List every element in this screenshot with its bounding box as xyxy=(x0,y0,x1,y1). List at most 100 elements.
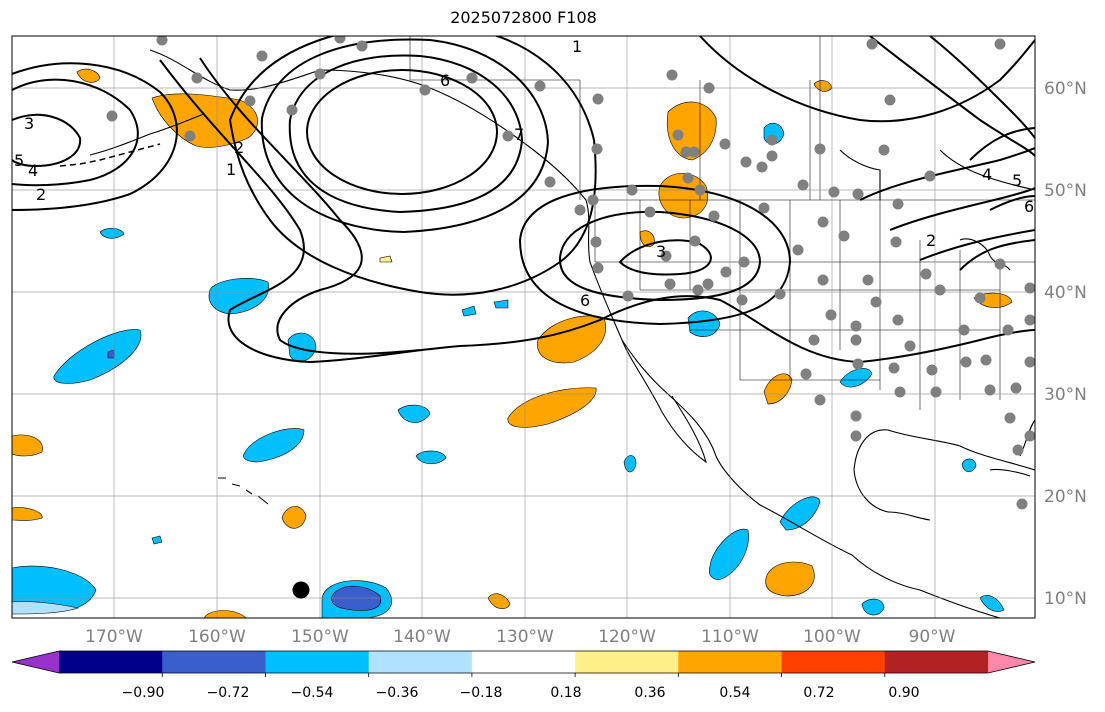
contour-north-canada-2 xyxy=(929,36,1035,139)
colorbar-tick-label: −0.90 xyxy=(122,685,165,701)
positive-anomaly-south-pacific xyxy=(487,593,511,610)
lon-tick-labels: 170°W 160°W 150°W 140°W 130°W 120°W 110°… xyxy=(85,627,956,647)
colorbar-tick-label: −0.36 xyxy=(376,685,419,701)
contour-west-low-2 xyxy=(12,113,82,168)
lat-tick-label: 50°N xyxy=(1044,181,1087,201)
lon-tick-label: 130°W xyxy=(496,627,554,647)
contour-label: 1 xyxy=(572,37,582,56)
lat-tick-label: 60°N xyxy=(1044,79,1087,99)
contour-label: 5 xyxy=(14,151,24,170)
coastline-canada-east xyxy=(939,149,1035,191)
colorbar-segment xyxy=(162,651,266,673)
lon-tick-label: 120°W xyxy=(598,627,656,647)
contour-label: 2 xyxy=(926,231,936,250)
contour-label: 4 xyxy=(982,165,992,184)
shaded-anomaly-field xyxy=(12,68,1013,618)
colorbar-extend-low xyxy=(12,651,59,673)
negative-anomaly-hawaii-south-core xyxy=(331,585,382,611)
contour-west-low-3 xyxy=(12,62,178,211)
lon-tick-label: 90°W xyxy=(909,627,956,647)
positive-anomaly-idaho xyxy=(666,101,717,161)
positive-anomaly-rockies xyxy=(658,173,708,219)
contour-label: 3 xyxy=(656,242,666,261)
contour-california-low-3 xyxy=(518,184,792,326)
negative-anomaly-west-south-core xyxy=(12,601,80,615)
lat-tick-labels: 10°N 20°N 30°N 40°N 50°N 60°N xyxy=(1044,79,1087,609)
lat-tick-label: 20°N xyxy=(1044,487,1087,507)
map-frame xyxy=(11,35,1036,619)
colorbar-tick-label: −0.18 xyxy=(460,685,503,701)
negative-anomaly-mexico-offshore xyxy=(708,528,749,581)
station-markers xyxy=(106,36,1035,510)
negative-anomaly-small-a xyxy=(461,305,477,317)
colorbar xyxy=(11,650,1036,677)
coastline-gulf xyxy=(853,429,1035,521)
contour-low-gulf-of-alaska-inner xyxy=(306,69,498,195)
colorbar-tick-labels: −0.90 −0.72 −0.54 −0.36 −0.18 0.18 0.36 … xyxy=(122,685,920,701)
positive-anomaly-bering xyxy=(76,68,101,83)
state-borders xyxy=(409,36,1035,410)
coastline-hawaii xyxy=(218,477,269,505)
contour-west-low xyxy=(12,78,139,187)
highlight-station-marker xyxy=(292,581,310,599)
colorbar-outline xyxy=(11,650,1036,674)
contour-label: 6 xyxy=(1024,197,1034,216)
colorbar-segment xyxy=(471,651,576,673)
lon-tick-label: 140°W xyxy=(393,627,451,647)
negative-anomaly-texas-coast xyxy=(839,368,873,388)
positive-anomaly-mexico-pacific xyxy=(765,561,815,597)
negative-anomaly-hawaii-north xyxy=(243,428,305,463)
colorbar-segment xyxy=(678,651,783,673)
lon-tick-label: 110°W xyxy=(701,627,759,647)
positive-anomaly-california-coast xyxy=(537,315,606,364)
colorbar-extend-high xyxy=(988,651,1035,673)
colorbar-tick-label: 0.18 xyxy=(550,685,581,701)
lat-tick-label: 30°N xyxy=(1044,385,1087,405)
colorbar-segment xyxy=(781,651,886,673)
contour-broad-1 xyxy=(159,59,1035,364)
colorbar-tick-label: 0.36 xyxy=(634,685,665,701)
colorbar-tick-label: 0.72 xyxy=(803,685,834,701)
coastline-baja xyxy=(621,339,707,464)
contour-label: 5 xyxy=(1012,171,1022,190)
contour-broad-2 xyxy=(199,57,421,355)
map-title: 2025072800 F108 xyxy=(450,8,597,27)
contour-california-low-2 xyxy=(558,210,762,302)
contour-label: 6 xyxy=(580,291,590,310)
negative-anomaly-west-pacific xyxy=(53,329,142,384)
contour-east-high xyxy=(859,147,1035,201)
positive-anomaly-pacific-small xyxy=(379,255,393,263)
contour-california-low xyxy=(618,239,712,276)
contour-label-group: 3 5 4 2 1 2 6 7 1 3 6 2 4 5 6 xyxy=(14,37,1034,310)
contour-label: 2 xyxy=(36,185,46,204)
positive-anomaly-west-edge-south xyxy=(12,507,43,521)
colorbar-segment xyxy=(59,651,163,673)
lat-tick-label: 10°N xyxy=(1044,589,1087,609)
contour-label: 3 xyxy=(24,114,34,133)
coastline-caribbean xyxy=(989,468,1031,477)
coastline-north-america xyxy=(149,49,1001,618)
contour-ne-2 xyxy=(989,195,1035,211)
contour-west-dash xyxy=(59,143,161,167)
contour-east-high-2 xyxy=(889,187,1035,231)
contour-east-high-3 xyxy=(919,229,1035,261)
contour-label: 1 xyxy=(226,160,236,179)
coastline-hudson-bay xyxy=(839,149,881,200)
contour-label: 2 xyxy=(234,138,244,157)
lat-tick-label: 40°N xyxy=(1044,283,1087,303)
negative-anomaly-small-b xyxy=(493,299,509,309)
colorbar-segment xyxy=(575,651,679,673)
negative-anomaly-dateline xyxy=(99,228,125,239)
positive-anomaly-baja-offshore xyxy=(507,387,597,428)
positive-anomaly-west-edge xyxy=(12,434,43,457)
colorbar-tick-label: −0.72 xyxy=(207,685,250,701)
colorbar-segment xyxy=(884,651,989,673)
positive-anomaly-hawaii-se xyxy=(281,506,307,529)
colorbar-segment xyxy=(265,651,370,673)
negative-anomaly-central-america xyxy=(979,595,1005,612)
contour-label: 6 xyxy=(440,71,450,90)
contour-east-close xyxy=(959,239,1035,271)
lon-tick-label: 100°W xyxy=(803,627,861,647)
contour-north-canada xyxy=(869,36,1035,157)
lon-tick-label: 160°W xyxy=(188,627,246,647)
